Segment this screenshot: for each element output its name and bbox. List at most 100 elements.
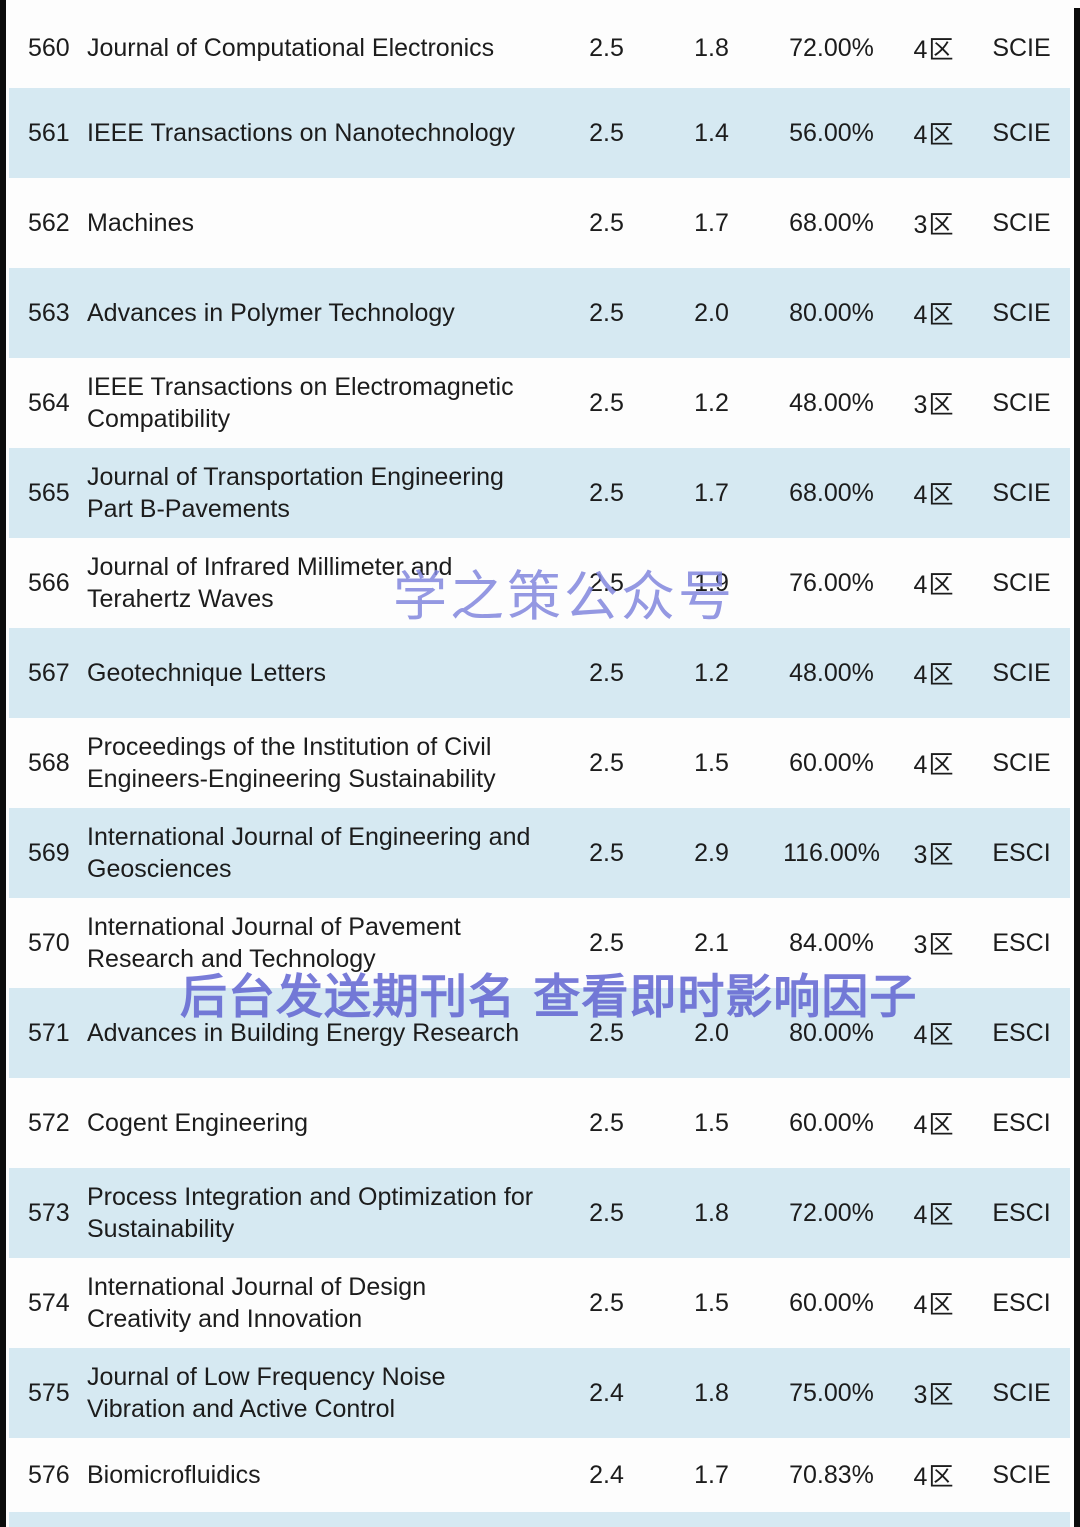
journal-name: Journal of Infrared Millimeter and Terah… [87, 553, 453, 613]
impact-factor: 2.5 [589, 1198, 624, 1227]
percent-value: 60.00% [789, 1108, 874, 1137]
index-type: SCIE [992, 33, 1051, 62]
secondary-metric: 1.2 [694, 658, 729, 687]
row-number: 575 [28, 1378, 70, 1407]
journal-name: Machines [87, 209, 194, 237]
journal-name: IEEE Transactions on Nanotechnology [87, 119, 516, 147]
index-type: ESCI [992, 1018, 1051, 1047]
percent-value: 68.00% [789, 208, 874, 237]
zone-label: 4区 [913, 751, 955, 779]
impact-factor: 2.4 [589, 1378, 624, 1407]
zone-label: 4区 [913, 1201, 955, 1229]
impact-factor: 2.5 [589, 388, 624, 417]
table-row: 562 Machines 2.5 1.7 68.00% 3区 SCIE [9, 178, 1070, 268]
percent-value: 80.00% [789, 1018, 874, 1047]
table-row: 564 IEEE Transactions on Electromagnetic… [9, 358, 1070, 448]
impact-factor: 2.5 [589, 1108, 624, 1137]
row-number: 571 [28, 1018, 70, 1047]
partial-next-row [9, 1512, 1070, 1527]
index-type: SCIE [992, 1460, 1051, 1489]
impact-factor: 2.5 [589, 33, 624, 62]
table-row: 563 Advances in Polymer Technology 2.5 2… [9, 268, 1070, 358]
journal-name: Journal of Computational Electronics [87, 34, 495, 62]
index-type: ESCI [992, 1288, 1051, 1317]
percent-value: 76.00% [789, 568, 874, 597]
journal-name: Geotechnique Letters [87, 659, 327, 687]
impact-factor: 2.5 [589, 208, 624, 237]
secondary-metric: 1.2 [694, 388, 729, 417]
impact-factor: 2.5 [589, 118, 624, 147]
zone-label: 3区 [913, 211, 955, 239]
row-number: 574 [28, 1288, 70, 1317]
zone-label: 3区 [913, 1381, 955, 1409]
row-number: 568 [28, 748, 70, 777]
secondary-metric: 1.7 [694, 478, 729, 507]
percent-value: 48.00% [789, 658, 874, 687]
index-type: SCIE [992, 208, 1051, 237]
row-number: 565 [28, 478, 70, 507]
percent-value: 60.00% [789, 748, 874, 777]
percent-value: 72.00% [789, 33, 874, 62]
journal-name: Advances in Polymer Technology [87, 299, 455, 327]
secondary-metric: 1.9 [694, 568, 729, 597]
index-type: SCIE [992, 478, 1051, 507]
zone-label: 4区 [913, 1463, 955, 1491]
row-number: 567 [28, 658, 70, 687]
row-number: 564 [28, 388, 70, 417]
journal-name: Proceedings of the Institution of Civil … [87, 733, 496, 793]
zone-label: 4区 [913, 1111, 955, 1139]
zone-label: 4区 [913, 661, 955, 689]
table-row: 575 Journal of Low Frequency Noise Vibra… [9, 1348, 1070, 1438]
index-type: ESCI [992, 928, 1051, 957]
percent-value: 75.00% [789, 1378, 874, 1407]
percent-value: 60.00% [789, 1288, 874, 1317]
index-type: SCIE [992, 658, 1051, 687]
impact-factor: 2.5 [589, 658, 624, 687]
row-number: 560 [28, 33, 70, 62]
index-type: ESCI [992, 838, 1051, 867]
table-row: 576 Biomicrofluidics 2.4 1.7 70.83% 4区 S… [9, 1438, 1070, 1512]
index-type: SCIE [992, 388, 1051, 417]
secondary-metric: 1.5 [694, 748, 729, 777]
impact-factor: 2.5 [589, 298, 624, 327]
table-row: 567 Geotechnique Letters 2.5 1.2 48.00% … [9, 628, 1070, 718]
row-number: 572 [28, 1108, 70, 1137]
impact-factor: 2.5 [589, 1018, 624, 1047]
table-row: 565 Journal of Transportation Engineerin… [9, 448, 1070, 538]
secondary-metric: 2.1 [694, 928, 729, 957]
zone-label: 4区 [913, 36, 955, 64]
percent-value: 80.00% [789, 298, 874, 327]
row-number: 561 [28, 118, 70, 147]
index-type: ESCI [992, 1198, 1051, 1227]
index-type: SCIE [992, 298, 1051, 327]
row-number: 576 [28, 1460, 70, 1489]
percent-value: 56.00% [789, 118, 874, 147]
secondary-metric: 1.4 [694, 118, 729, 147]
secondary-metric: 1.8 [694, 1198, 729, 1227]
table-row: 572 Cogent Engineering 2.5 1.5 60.00% 4区… [9, 1078, 1070, 1168]
journal-name: Journal of Transportation Engineering Pa… [87, 463, 504, 523]
zone-label: 3区 [913, 391, 955, 419]
impact-factor: 2.5 [589, 748, 624, 777]
secondary-metric: 1.8 [694, 1378, 729, 1407]
secondary-metric: 1.7 [694, 208, 729, 237]
zone-label: 4区 [913, 121, 955, 149]
table-row: 561 IEEE Transactions on Nanotechnology … [9, 88, 1070, 178]
journal-name: International Journal of Pavement Resear… [87, 913, 461, 973]
journal-name: Journal of Low Frequency Noise Vibration… [87, 1363, 446, 1423]
impact-factor: 2.5 [589, 478, 624, 507]
table-row: 570 International Journal of Pavement Re… [9, 898, 1070, 988]
zone-label: 3区 [913, 841, 955, 869]
zone-label: 4区 [913, 1021, 955, 1049]
left-page-border [0, 0, 6, 1527]
index-type: SCIE [992, 748, 1051, 777]
table-row: 574 International Journal of Design Crea… [9, 1258, 1070, 1348]
table-row: 568 Proceedings of the Institution of Ci… [9, 718, 1070, 808]
zone-label: 4区 [913, 571, 955, 599]
zone-label: 4区 [913, 301, 955, 329]
table-row: 573 Process Integration and Optimization… [9, 1168, 1070, 1258]
row-number: 562 [28, 208, 70, 237]
journal-name: Advances in Building Energy Research [87, 1019, 520, 1047]
secondary-metric: 1.5 [694, 1108, 729, 1137]
row-number: 570 [28, 928, 70, 957]
